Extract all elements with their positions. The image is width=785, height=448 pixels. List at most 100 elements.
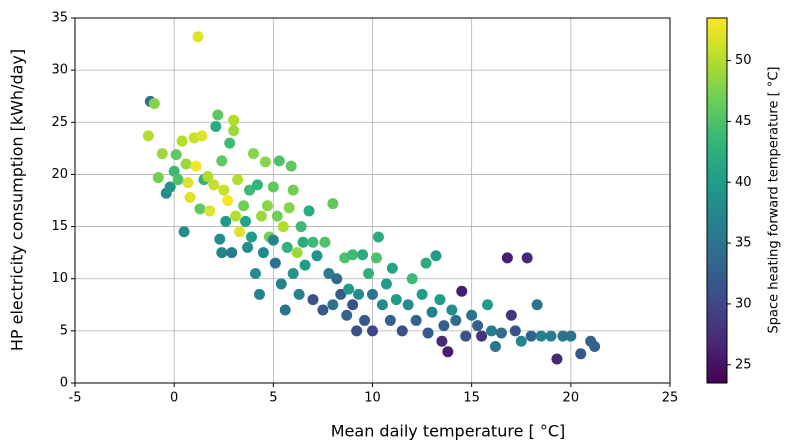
- point: [216, 247, 228, 259]
- point: [505, 309, 517, 321]
- point: [446, 304, 458, 316]
- point: [370, 252, 382, 264]
- point: [376, 299, 388, 311]
- point: [367, 288, 378, 300]
- point: [251, 179, 263, 191]
- point: [347, 249, 359, 261]
- point: [434, 294, 446, 306]
- y-tick-label: 30: [51, 63, 68, 78]
- point: [323, 268, 335, 279]
- point: [347, 299, 359, 311]
- point: [317, 304, 329, 316]
- point: [255, 210, 267, 222]
- point: [521, 252, 533, 264]
- x-axis-label: Mean daily temperature [ °C]: [331, 422, 565, 441]
- point: [384, 314, 396, 326]
- point: [267, 181, 279, 193]
- point: [168, 165, 180, 177]
- point: [178, 226, 190, 238]
- point: [442, 346, 454, 358]
- y-tick-label: 5: [60, 323, 68, 338]
- y-tick-label: 35: [51, 11, 68, 26]
- colorbar-tick-label: 45: [735, 114, 752, 129]
- colorbar-tick-label: 35: [735, 236, 752, 251]
- point: [148, 98, 160, 110]
- point: [257, 247, 269, 259]
- point: [277, 221, 289, 233]
- point: [456, 285, 468, 297]
- point: [589, 341, 601, 352]
- x-tick-label: -5: [69, 391, 82, 406]
- point: [230, 210, 242, 222]
- point: [319, 236, 331, 248]
- point: [287, 268, 299, 279]
- point: [180, 158, 192, 170]
- plot-frame: [74, 17, 671, 384]
- point: [281, 241, 293, 253]
- point: [275, 278, 287, 290]
- point: [460, 330, 472, 342]
- point: [259, 156, 271, 168]
- point: [253, 288, 265, 300]
- point: [390, 294, 402, 306]
- point: [402, 299, 414, 311]
- y-axis-label: HP electricity consumption [kWh/day]: [8, 49, 27, 351]
- point: [489, 341, 501, 352]
- point: [515, 335, 527, 347]
- point: [307, 294, 319, 306]
- x-tick-label: 5: [269, 391, 277, 406]
- point: [525, 330, 537, 342]
- point: [218, 184, 230, 196]
- point: [222, 195, 234, 206]
- point: [359, 314, 371, 326]
- point: [353, 288, 365, 300]
- point: [226, 247, 238, 259]
- point: [182, 177, 194, 189]
- point: [410, 314, 422, 326]
- point: [194, 203, 206, 215]
- point: [357, 249, 369, 261]
- point: [192, 31, 204, 43]
- point: [531, 299, 543, 311]
- point: [327, 198, 339, 210]
- point: [238, 200, 250, 212]
- point: [482, 299, 494, 311]
- point: [331, 273, 343, 285]
- point: [246, 231, 258, 243]
- point: [164, 181, 176, 193]
- point: [261, 200, 273, 212]
- point: [232, 174, 244, 186]
- point: [311, 250, 323, 262]
- point: [303, 205, 315, 217]
- point: [172, 174, 184, 186]
- point: [426, 306, 438, 318]
- point: [184, 191, 196, 203]
- point: [351, 325, 363, 337]
- point: [551, 353, 563, 365]
- point: [486, 325, 497, 337]
- point: [327, 299, 339, 311]
- point: [212, 109, 224, 121]
- point: [216, 155, 228, 167]
- point: [386, 262, 398, 274]
- point: [267, 234, 279, 246]
- point: [244, 184, 256, 196]
- point: [335, 288, 347, 300]
- point: [420, 257, 432, 269]
- point: [240, 215, 252, 227]
- point: [307, 236, 319, 248]
- point: [220, 215, 232, 227]
- point: [380, 278, 392, 290]
- point: [156, 148, 168, 160]
- point: [202, 171, 214, 183]
- point: [224, 137, 236, 149]
- point: [430, 250, 442, 262]
- y-tick-label: 20: [51, 167, 68, 182]
- point: [509, 325, 521, 337]
- point: [545, 330, 557, 342]
- point: [299, 259, 311, 271]
- point: [341, 309, 353, 321]
- point: [295, 221, 307, 233]
- point: [196, 130, 208, 142]
